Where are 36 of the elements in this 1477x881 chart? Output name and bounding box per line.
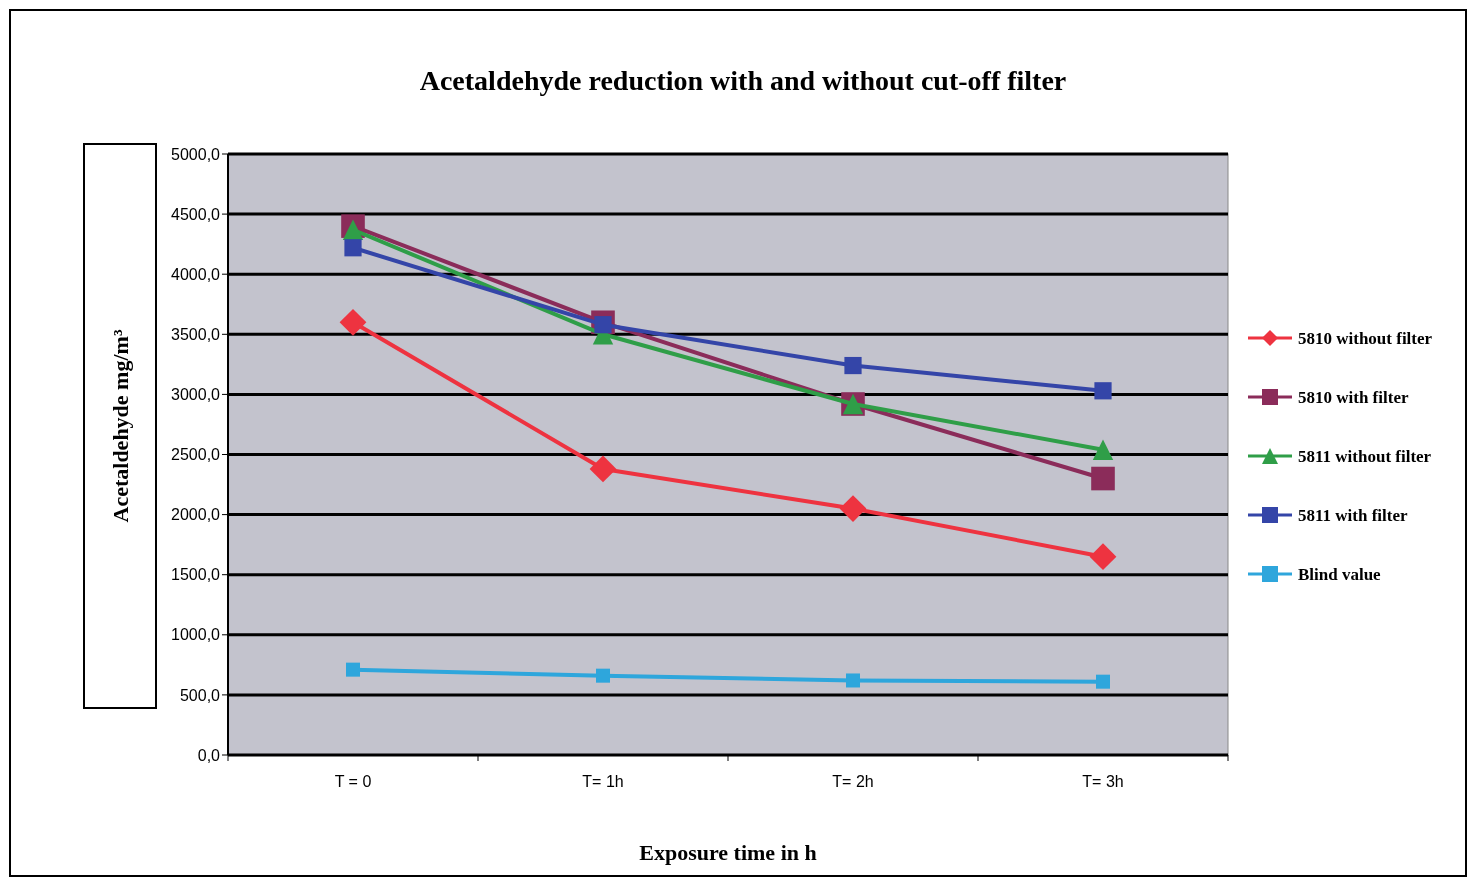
point — [846, 673, 860, 688]
point — [1094, 382, 1112, 400]
point — [344, 239, 362, 257]
y-tick-label: 3000,0 — [171, 386, 221, 403]
x-axis-title: Exposure time in h — [639, 840, 817, 865]
point — [1089, 543, 1117, 571]
y-tick-label: 5000,0 — [171, 145, 221, 163]
y-tick-label: 1500,0 — [171, 566, 221, 584]
point — [339, 308, 367, 336]
legend-label: 5810 without filter — [1298, 328, 1433, 348]
chart-title: Acetaldehyde reduction with and without cut-off filter — [419, 65, 1067, 96]
point — [1096, 674, 1110, 689]
y-tick-label: 3500,0 — [171, 325, 221, 343]
point — [1091, 466, 1115, 491]
x-tick-label: T = 0 — [334, 773, 372, 790]
legend-label: Blind value — [1298, 564, 1382, 584]
point — [589, 455, 617, 483]
y-tick-label: 500,0 — [179, 686, 221, 704]
point — [596, 668, 610, 683]
x-tick-label: T= 1h — [582, 773, 624, 790]
legend-label: 5811 with filter — [1298, 505, 1408, 525]
y-tick-label: 0,0 — [197, 746, 221, 764]
legend-label: 5810 with filter — [1298, 387, 1409, 407]
point — [346, 662, 360, 677]
x-tick-label: T= 3h — [1082, 773, 1124, 790]
legend-label: 5811 without filter — [1298, 446, 1432, 466]
point — [839, 495, 867, 522]
point — [844, 356, 862, 375]
point — [1092, 439, 1114, 460]
x-tick-label: T= 2h — [832, 773, 874, 790]
y-tick-label: 4500,0 — [171, 205, 221, 223]
y-tick-label: 1000,0 — [171, 626, 221, 644]
y-tick-label: 2000,0 — [171, 506, 221, 524]
y-tick-label: 2500,0 — [171, 446, 221, 464]
y-axis-title: Acetaldehyde mg/m³ — [108, 329, 133, 523]
y-tick-label: 4000,0 — [171, 265, 221, 283]
